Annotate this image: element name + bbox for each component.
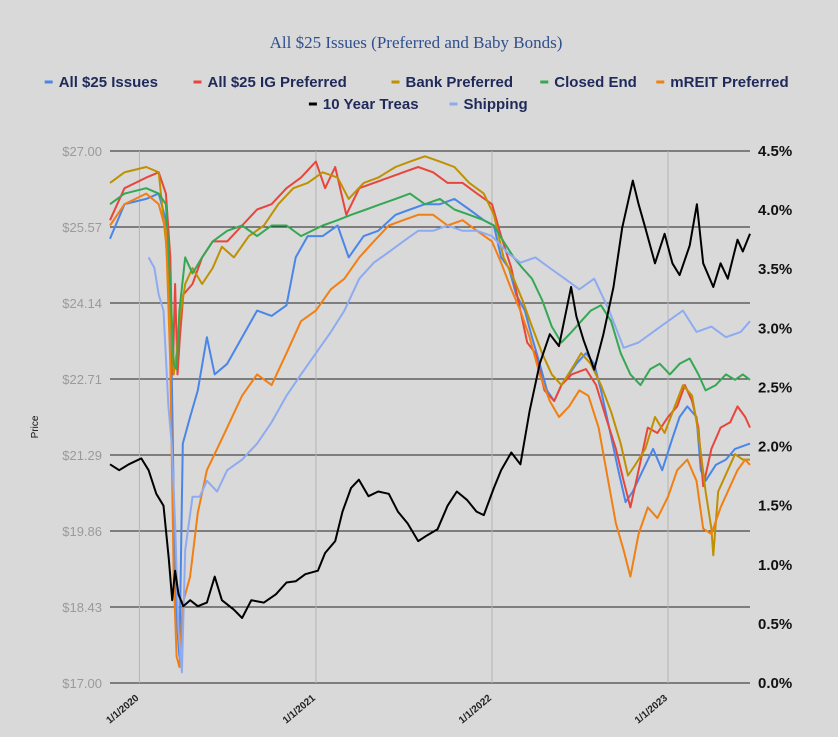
y-axis-label: Price	[30, 415, 41, 438]
chart-title: All $25 Issues (Preferred and Baby Bonds…	[270, 33, 563, 52]
series-line-10-year-treas	[109, 179, 751, 619]
series-layer	[109, 155, 751, 674]
legend-label-shipping: Shipping	[464, 96, 528, 113]
right-tick-label: 3.0%	[758, 320, 792, 337]
left-tick-label: $25.57	[62, 220, 102, 235]
left-tick-label: $17.00	[62, 676, 102, 691]
series-line-closed-end	[109, 187, 751, 392]
right-tick-label: 2.0%	[758, 439, 792, 456]
legend-label-mreit-preferred: mREIT Preferred	[670, 74, 788, 91]
right-tick-label: 0.0%	[758, 675, 792, 692]
left-tick-label: $19.86	[62, 524, 102, 539]
right-tick-label: 4.0%	[758, 202, 792, 219]
right-tick-label: 3.5%	[758, 261, 792, 278]
legend-label-all-25-ig-preferred: All $25 IG Preferred	[208, 74, 347, 91]
grid	[110, 150, 750, 684]
right-tick-label: 4.5%	[758, 143, 792, 160]
right-axis: 4.5% 4.0% 3.5% 3.0% 2.5% 2.0% 1.5% 1.0% 0.5% 0.0%	[758, 143, 792, 692]
legend-label-bank-preferred: Bank Preferred	[406, 74, 514, 91]
legend-label-all-25-issues: All $25 Issues	[59, 74, 158, 91]
left-tick-label: $24.14	[62, 296, 102, 311]
right-tick-label: 1.0%	[758, 557, 792, 574]
left-axis: $27.00 $25.57 $24.14 $22.71 $21.29 $19.86 $18.…	[62, 144, 102, 691]
legend-label-10-year-treas: 10 Year Treas	[323, 96, 419, 113]
series-line-bank-preferred	[109, 155, 750, 557]
left-tick-label: $22.71	[62, 372, 102, 387]
right-tick-label: 0.5%	[758, 616, 792, 633]
right-tick-label: 2.5%	[758, 379, 792, 396]
series-line-shipping	[147, 224, 751, 674]
left-tick-label: $21.29	[62, 448, 102, 463]
left-tick-label: $18.43	[62, 600, 102, 615]
legend-label-closed-end: Closed End	[554, 74, 637, 91]
series-line-mreit-preferred	[109, 192, 751, 668]
right-tick-label: 1.5%	[758, 498, 792, 515]
legend: All $25 Issues All $25 IG Preferred Bank P…	[44, 74, 789, 113]
left-tick-label: $27.00	[62, 144, 102, 159]
